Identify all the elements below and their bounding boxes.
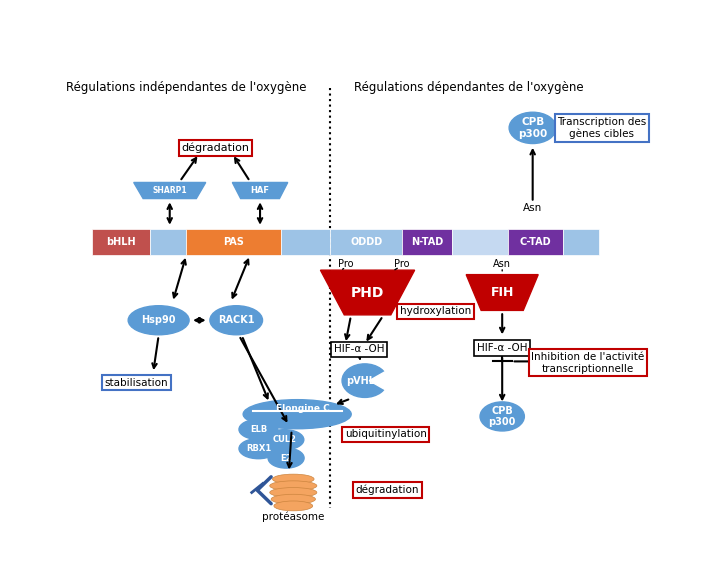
Ellipse shape: [272, 474, 314, 484]
Text: CPB
p300: CPB p300: [488, 406, 516, 427]
Polygon shape: [320, 270, 415, 315]
Ellipse shape: [128, 306, 189, 335]
Text: PAS: PAS: [223, 237, 244, 247]
Text: E2: E2: [280, 454, 292, 462]
Polygon shape: [232, 182, 287, 199]
Text: dégradation: dégradation: [356, 485, 419, 496]
Polygon shape: [134, 182, 206, 199]
FancyBboxPatch shape: [92, 229, 150, 255]
Ellipse shape: [270, 481, 317, 491]
Wedge shape: [369, 370, 393, 392]
Text: ODDD: ODDD: [350, 237, 383, 247]
Ellipse shape: [243, 400, 351, 429]
Text: RACK1: RACK1: [218, 315, 255, 325]
Text: HAF: HAF: [250, 186, 270, 195]
Text: Transcription des
gènes cibles: Transcription des gènes cibles: [557, 117, 646, 139]
Text: C-TAD: C-TAD: [520, 237, 551, 247]
Ellipse shape: [239, 419, 278, 439]
Polygon shape: [466, 275, 538, 310]
Text: N-TAD: N-TAD: [411, 237, 443, 247]
Text: ELB: ELB: [250, 425, 267, 434]
Text: HIF-α -OH: HIF-α -OH: [477, 343, 528, 353]
FancyBboxPatch shape: [508, 229, 563, 255]
FancyBboxPatch shape: [403, 229, 453, 255]
Ellipse shape: [271, 494, 315, 504]
Ellipse shape: [210, 306, 262, 335]
Text: dégradation: dégradation: [182, 143, 250, 153]
Text: RBX1: RBX1: [246, 444, 271, 453]
Text: Régulations dépendantes de l'oxygène: Régulations dépendantes de l'oxygène: [354, 81, 583, 94]
Ellipse shape: [270, 487, 317, 497]
Text: HIF-α -OH: HIF-α -OH: [334, 345, 385, 354]
Text: stabilisation: stabilisation: [104, 378, 168, 388]
Ellipse shape: [274, 501, 312, 511]
Text: PHD: PHD: [351, 285, 384, 300]
FancyBboxPatch shape: [453, 229, 508, 255]
FancyBboxPatch shape: [330, 229, 403, 255]
Text: FIH: FIH: [490, 286, 514, 299]
Text: Elongine C: Elongine C: [276, 404, 330, 413]
Text: Régulations indépendantes de l'oxygène: Régulations indépendantes de l'oxygène: [66, 81, 307, 94]
Text: CUL2: CUL2: [272, 435, 297, 444]
Ellipse shape: [342, 364, 388, 397]
Text: SHARP1: SHARP1: [152, 186, 187, 195]
Ellipse shape: [480, 402, 524, 431]
FancyBboxPatch shape: [563, 229, 599, 255]
Ellipse shape: [265, 429, 304, 450]
Text: protéasome: protéasome: [262, 512, 325, 522]
Text: bHLH: bHLH: [107, 237, 136, 247]
Text: Asn: Asn: [493, 259, 511, 270]
Text: Pro: Pro: [338, 259, 354, 270]
FancyBboxPatch shape: [150, 229, 187, 255]
Text: CPB
p300: CPB p300: [518, 117, 547, 139]
Text: ubiquitinylation: ubiquitinylation: [345, 429, 427, 439]
FancyBboxPatch shape: [280, 229, 330, 255]
Text: pVHL: pVHL: [346, 376, 375, 386]
Ellipse shape: [509, 112, 556, 144]
Text: Asn: Asn: [523, 203, 542, 213]
Text: Inhibition de l'activité
transcriptionnelle: Inhibition de l'activité transcriptionne…: [531, 352, 645, 374]
Text: Pro: Pro: [393, 259, 409, 270]
Text: hydroxylation: hydroxylation: [400, 306, 471, 316]
Ellipse shape: [239, 439, 278, 459]
Text: Hsp90: Hsp90: [142, 315, 176, 325]
FancyBboxPatch shape: [187, 229, 280, 255]
Ellipse shape: [268, 448, 304, 468]
